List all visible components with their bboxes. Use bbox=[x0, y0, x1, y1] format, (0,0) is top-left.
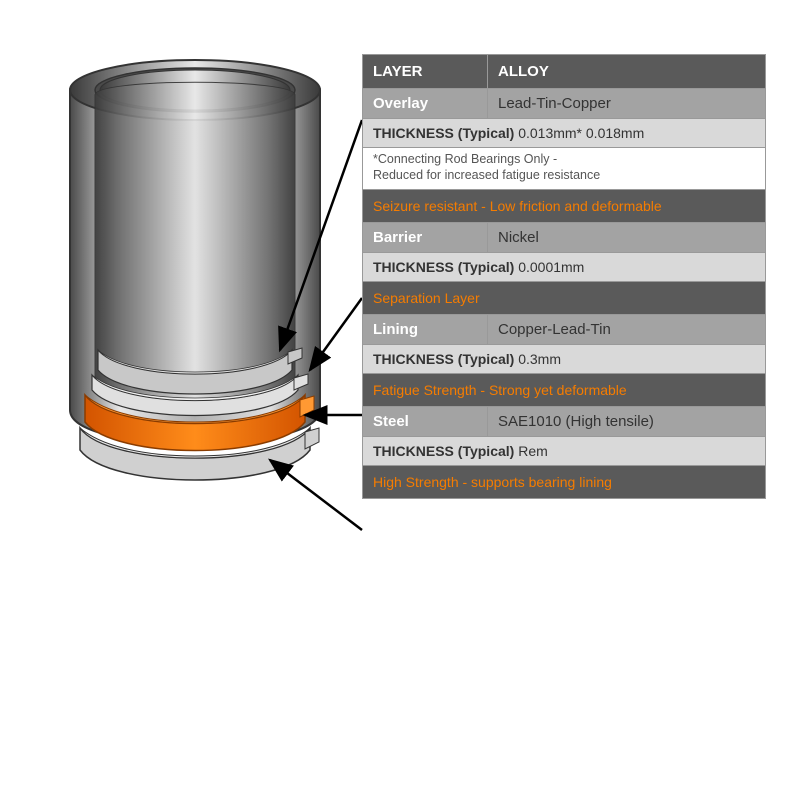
lining-name: Lining bbox=[363, 315, 488, 344]
barrier-name: Barrier bbox=[363, 223, 488, 252]
table-header-row: LAYER ALLOY bbox=[363, 55, 765, 89]
steel-thickness-label: THICKNESS (Typical) bbox=[373, 443, 514, 459]
steel-alloy: SAE1010 (High tensile) bbox=[488, 407, 765, 436]
lining-feature: Fatigue Strength - Strong yet deformable bbox=[373, 382, 627, 398]
header-alloy: ALLOY bbox=[488, 55, 765, 88]
overlay-feature-row: Seizure resistant - Low friction and def… bbox=[363, 190, 765, 223]
steel-thickness-value: Rem bbox=[518, 443, 548, 459]
lining-thickness-row: THICKNESS (Typical) 0.3mm bbox=[363, 345, 765, 374]
steel-name: Steel bbox=[363, 407, 488, 436]
overlay-note: *Connecting Rod Bearings Only - Reduced … bbox=[373, 152, 600, 183]
header-layer: LAYER bbox=[363, 55, 488, 88]
barrier-feature-row: Separation Layer bbox=[363, 282, 765, 315]
lining-feature-row: Fatigue Strength - Strong yet deformable bbox=[363, 374, 765, 407]
barrier-thickness-label: THICKNESS (Typical) bbox=[373, 259, 514, 275]
lining-alloy: Copper-Lead-Tin bbox=[488, 315, 765, 344]
overlay-alloy: Lead-Tin-Copper bbox=[488, 89, 765, 118]
steel-name-row: Steel SAE1010 (High tensile) bbox=[363, 407, 765, 437]
barrier-name-row: Barrier Nickel bbox=[363, 223, 765, 253]
overlay-name: Overlay bbox=[363, 89, 488, 118]
lining-thickness-label: THICKNESS (Typical) bbox=[373, 351, 514, 367]
overlay-thickness-value: 0.013mm* 0.018mm bbox=[518, 125, 644, 141]
barrier-feature: Separation Layer bbox=[373, 290, 480, 306]
barrier-thickness-row: THICKNESS (Typical) 0.0001mm bbox=[363, 253, 765, 282]
overlay-feature: Seizure resistant - Low friction and def… bbox=[373, 198, 662, 214]
steel-thickness-row: THICKNESS (Typical) Rem bbox=[363, 437, 765, 466]
overlay-thickness-row: THICKNESS (Typical) 0.013mm* 0.018mm bbox=[363, 119, 765, 148]
barrier-thickness-value: 0.0001mm bbox=[518, 259, 584, 275]
overlay-name-row: Overlay Lead-Tin-Copper bbox=[363, 89, 765, 119]
lining-name-row: Lining Copper-Lead-Tin bbox=[363, 315, 765, 345]
layer-spec-table: LAYER ALLOY Overlay Lead-Tin-Copper THIC… bbox=[362, 54, 766, 499]
barrier-alloy: Nickel bbox=[488, 223, 765, 252]
steel-feature: High Strength - supports bearing lining bbox=[373, 474, 612, 490]
bearing-cross-section-diagram bbox=[30, 50, 360, 550]
overlay-thickness-label: THICKNESS (Typical) bbox=[373, 125, 514, 141]
overlay-note-row: *Connecting Rod Bearings Only - Reduced … bbox=[363, 148, 765, 190]
steel-feature-row: High Strength - supports bearing lining bbox=[363, 466, 765, 498]
lining-thickness-value: 0.3mm bbox=[518, 351, 561, 367]
